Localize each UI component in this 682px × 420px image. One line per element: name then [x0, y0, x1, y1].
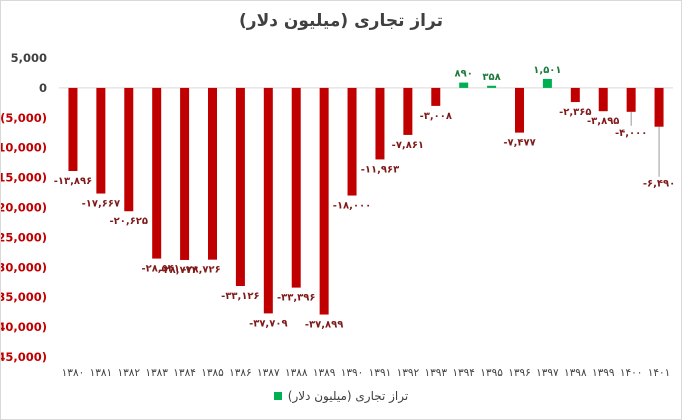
x-tick-label-10: ۱۳۹۰ — [341, 367, 364, 379]
data-label-10: -۱۸,۰۰۰ — [333, 201, 371, 212]
bar-16 — [515, 87, 524, 133]
x-tick-label-6: ۱۳۸۶ — [229, 367, 252, 379]
data-label-8: -۳۳,۳۹۶ — [277, 293, 315, 304]
bar-2 — [124, 87, 134, 212]
x-tick-label-5: ۱۳۸۵ — [201, 367, 224, 379]
x-tick-label-19: ۱۳۹۹ — [592, 367, 615, 379]
data-label-4: -۲۸,۷۷۳ — [159, 265, 197, 276]
legend-swatch — [273, 392, 282, 400]
bar-21 — [654, 87, 664, 127]
data-label-15: ۳۵۸ — [482, 72, 500, 83]
bar-7 — [263, 87, 273, 314]
bar-17 — [542, 78, 552, 88]
bar-0 — [68, 87, 78, 171]
y-tick-label: (40,000) — [1, 320, 47, 334]
bar-20 — [626, 87, 636, 112]
x-tick-label-15: ۱۳۹۵ — [480, 367, 503, 379]
data-label-7: -۳۷,۷۰۹ — [249, 318, 287, 329]
x-tick-label-12: ۱۳۹۲ — [397, 367, 420, 379]
data-label-1: -۱۷,۶۶۷ — [82, 199, 120, 210]
x-tick-label-3: ۱۳۸۳ — [145, 367, 168, 379]
y-tick-label: 0 — [39, 81, 47, 95]
y-tick-label: (35,000) — [1, 290, 47, 304]
x-tick-label-1: ۱۳۸۱ — [90, 367, 113, 379]
x-tick-label-16: ۱۳۹۶ — [508, 367, 531, 379]
data-label-3: -۲۸,۵۴۱ — [141, 264, 179, 275]
data-label-9: -۳۷,۸۹۹ — [305, 320, 343, 331]
y-tick-label: (45,000) — [1, 350, 47, 364]
x-tick-label-18: ۱۳۹۸ — [564, 367, 587, 379]
x-tick-label-4: ۱۳۸۴ — [173, 367, 196, 379]
bar-12 — [403, 87, 413, 135]
data-label-11: -۱۱,۹۶۳ — [361, 164, 399, 175]
x-tick-label-11: ۱۳۹۱ — [369, 367, 392, 379]
data-label-21: -۶,۴۹۰ — [643, 179, 675, 190]
bar-14 — [459, 82, 469, 88]
data-label-5: -۲۸,۷۲۶ — [182, 265, 220, 276]
y-tick-label: (5,000) — [1, 111, 47, 125]
legend: تراز تجاری (میلیون دلار) — [1, 389, 681, 403]
bar-3 — [152, 87, 162, 259]
bar-15 — [487, 85, 497, 88]
bar-6 — [235, 87, 245, 286]
y-tick-label: (20,000) — [1, 201, 47, 215]
bar-1 — [96, 87, 106, 194]
x-tick-label-21: ۱۴۰۱ — [648, 367, 671, 379]
data-label-20: -۴,۰۰۰ — [615, 128, 647, 139]
x-tick-label-8: ۱۳۸۸ — [285, 367, 308, 379]
bar-11 — [375, 87, 385, 160]
bar-9 — [319, 87, 329, 315]
legend-label: تراز تجاری (میلیون دلار) — [287, 389, 409, 403]
data-label-17: ۱,۵۰۱ — [533, 65, 561, 76]
bar-19 — [598, 87, 608, 112]
bar-13 — [431, 87, 441, 106]
bar-18 — [570, 87, 580, 103]
data-label-12: -۷,۸۶۱ — [392, 140, 424, 151]
x-tick-label-0: ۱۳۸۰ — [62, 367, 85, 379]
x-tick-label-13: ۱۳۹۳ — [424, 367, 447, 379]
bar-10 — [347, 87, 357, 196]
data-label-6: -۳۳,۱۲۶ — [221, 291, 259, 302]
y-tick-label: 5,000 — [11, 51, 47, 65]
y-tick-label: (15,000) — [1, 171, 47, 185]
x-tick-label-2: ۱۳۸۲ — [117, 367, 140, 379]
data-label-2: -۲۰,۶۲۵ — [110, 216, 148, 227]
bar-5 — [208, 87, 217, 260]
data-label-13: -۳,۰۰۸ — [420, 111, 452, 122]
x-tick-label-7: ۱۳۸۷ — [257, 367, 280, 379]
x-tick-label-9: ۱۳۸۹ — [313, 367, 336, 379]
x-tick-label-17: ۱۳۹۷ — [536, 367, 559, 379]
bar-8 — [291, 87, 301, 288]
chart-title: تراز تجاری (میلیون دلار) — [239, 11, 443, 31]
data-label-0: -۱۳,۸۹۶ — [54, 176, 92, 187]
data-label-16: -۷,۴۷۷ — [503, 138, 535, 149]
data-label-18: -۲,۳۶۵ — [559, 107, 591, 118]
y-tick-label: (25,000) — [1, 230, 47, 244]
x-tick-label-20: ۱۴۰۰ — [620, 367, 643, 379]
x-tick-label-14: ۱۳۹۴ — [452, 367, 475, 379]
y-tick-label: (30,000) — [1, 260, 47, 274]
data-label-19: -۳,۸۹۵ — [587, 116, 619, 127]
bar-4 — [180, 87, 190, 260]
y-tick-label: (10,000) — [1, 141, 47, 155]
data-label-14: ۸۹۰ — [455, 69, 473, 80]
